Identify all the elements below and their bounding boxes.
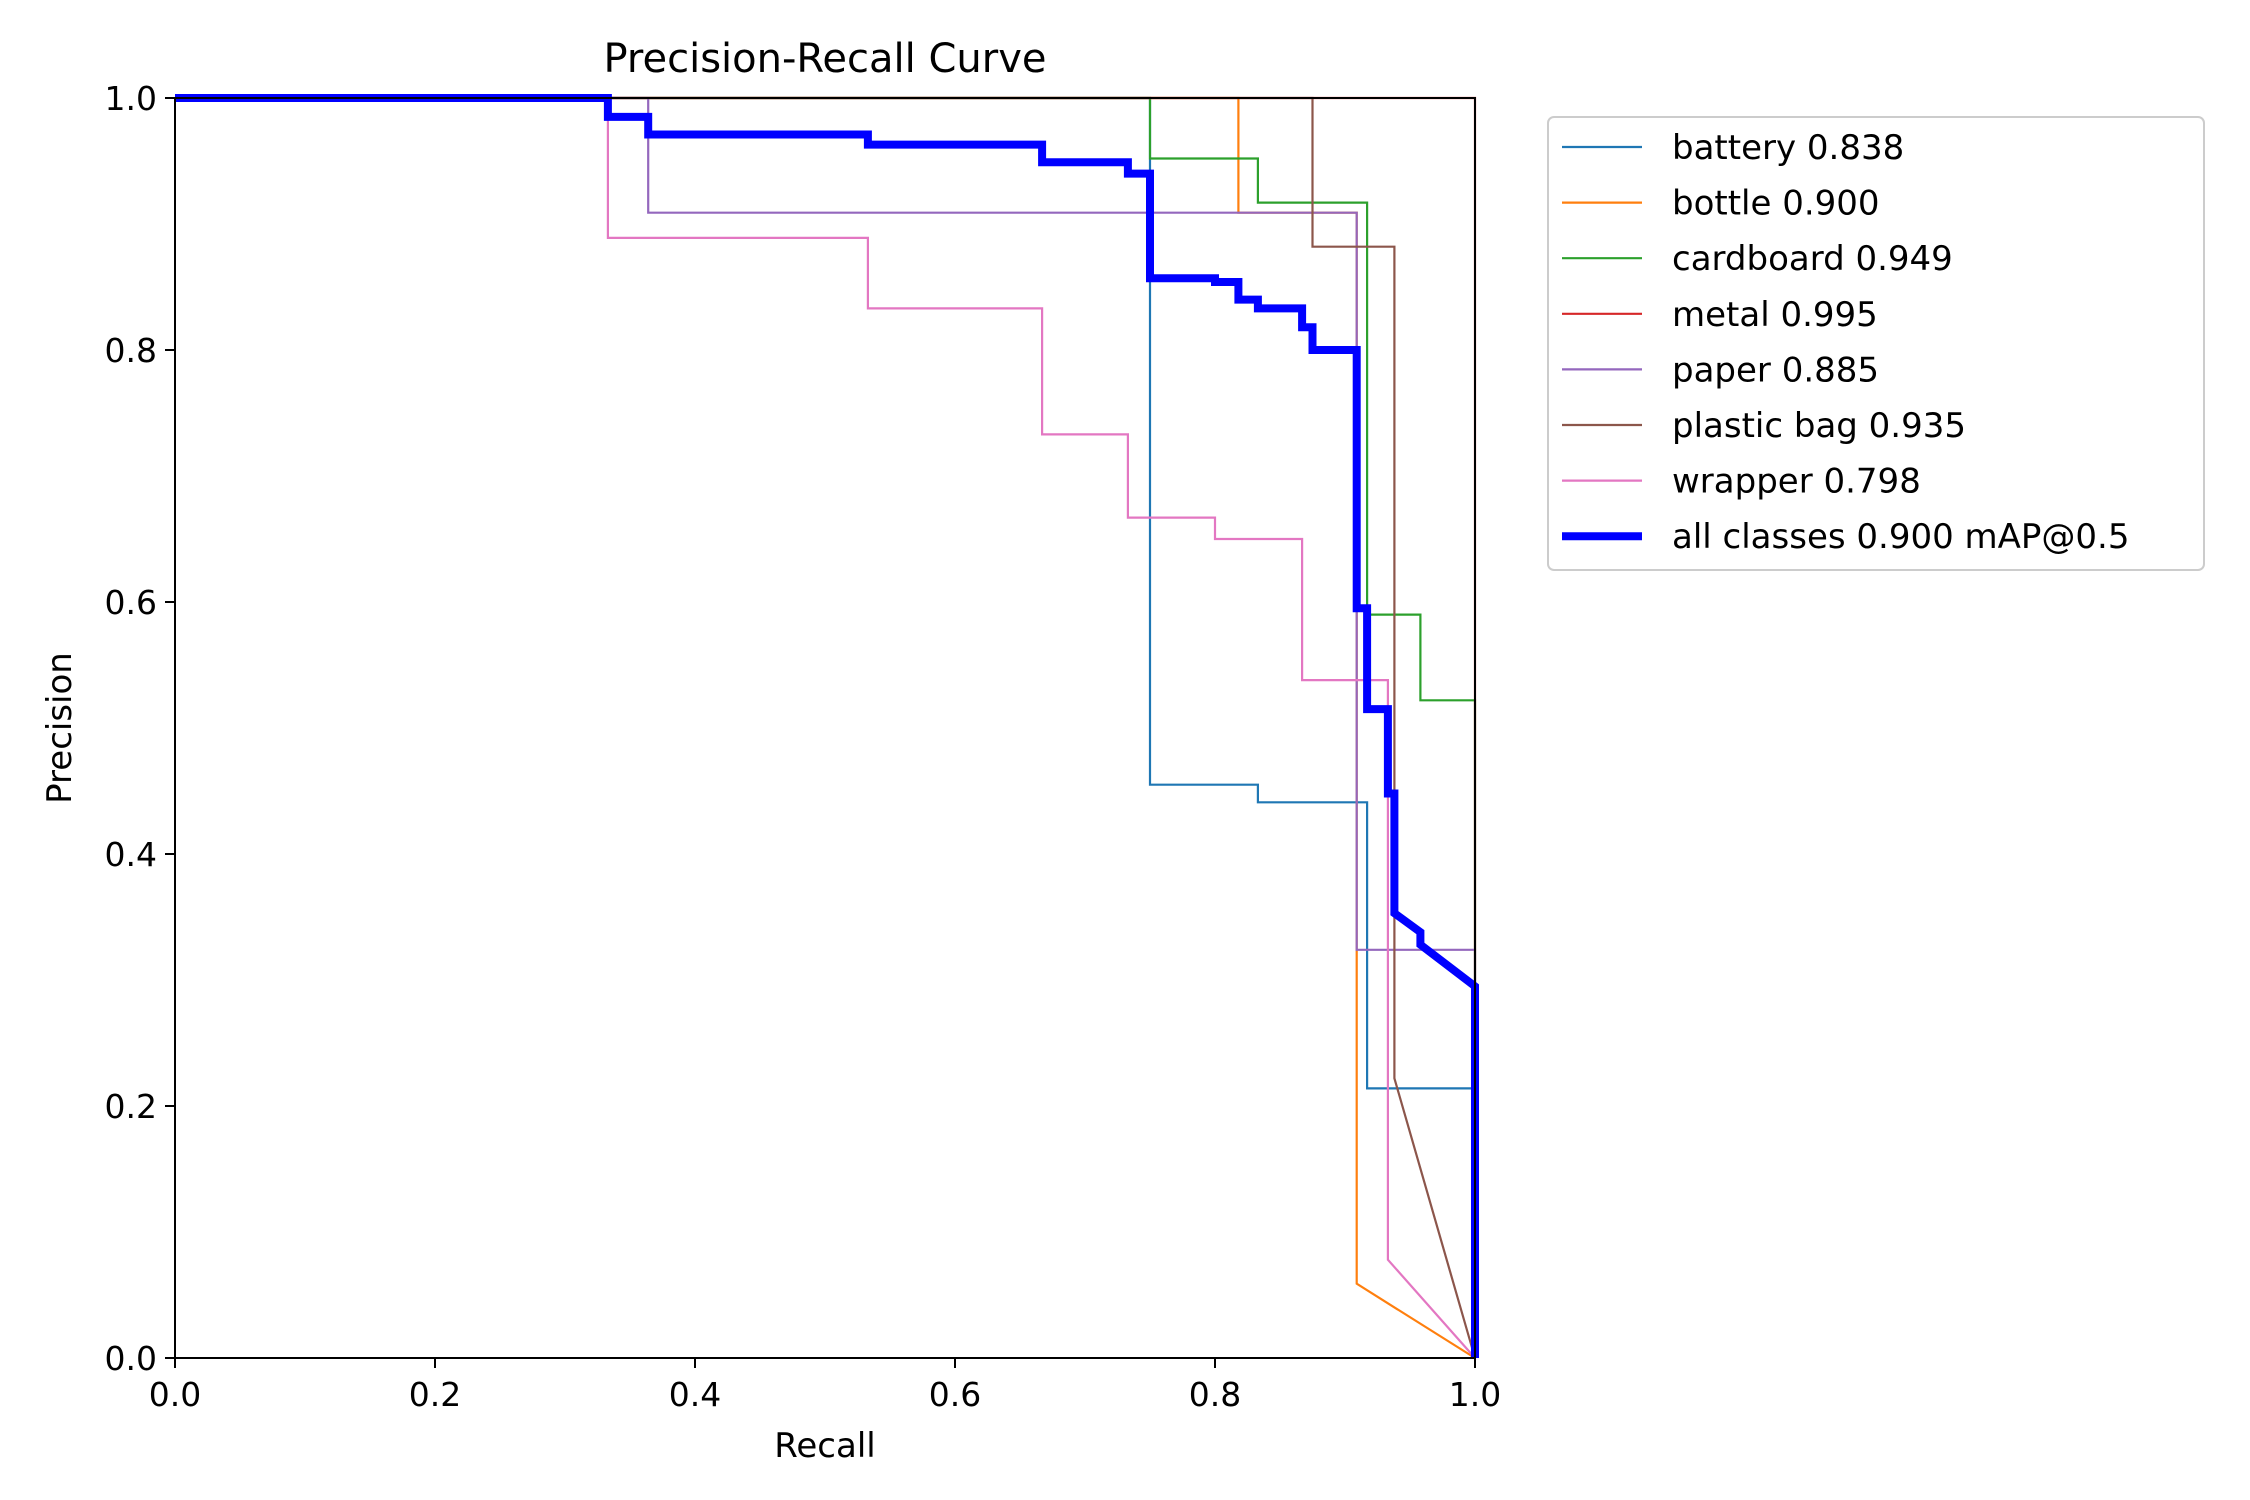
series-line-all-classes-0-900-map-0-5 — [175, 94, 1479, 1358]
series-line-bottle-0-900 — [175, 96, 1476, 1359]
y-tick-label: 0.0 — [105, 1339, 157, 1378]
legend-label-bottle-0-900: bottle 0.900 — [1672, 184, 1880, 224]
plot-lines — [175, 94, 1479, 1359]
legend-label-paper-0-885: paper 0.885 — [1672, 350, 1879, 390]
x-tick-label: 0.4 — [669, 1375, 721, 1414]
x-tick-label: 0.8 — [1189, 1375, 1241, 1414]
series-line-battery-0-838 — [175, 96, 1477, 1358]
series-line-cardboard-0-949 — [175, 96, 1477, 1358]
y-tick-label: 0.8 — [105, 331, 157, 370]
y-tick-label: 0.4 — [105, 835, 157, 874]
legend-items: battery 0.838 bottle 0.900 cardboard 0.949… — [1562, 128, 2129, 557]
legend-label-all-classes-0-900-map-0-5: all classes 0.900 mAP@0.5 — [1672, 517, 2129, 557]
legend: battery 0.838 bottle 0.900 cardboard 0.949… — [1547, 116, 2205, 571]
legend-label-plastic-bag-0-935: plastic bag 0.935 — [1672, 406, 1966, 446]
series-line-paper-0-885 — [175, 96, 1477, 1358]
y-axis-label: Precision — [40, 652, 80, 804]
x-tick-label: 1.0 — [1449, 1375, 1501, 1414]
legend-label-cardboard-0-949: cardboard 0.949 — [1672, 239, 1953, 279]
chart-title: Precision-Recall Curve — [604, 36, 1047, 82]
plot-frame — [174, 97, 1476, 1359]
series-line-metal-0-995 — [175, 96, 1477, 1358]
x-tick-label: 0.0 — [149, 1375, 201, 1414]
x-axis: 0.0 0.2 0.4 0.6 0.8 1.0 — [149, 1358, 1501, 1414]
legend-label-metal-0-995: metal 0.995 — [1672, 295, 1878, 335]
x-tick-label: 0.2 — [409, 1375, 461, 1414]
series-line-wrapper-0-798 — [175, 96, 1476, 1359]
series-line-plastic-bag-0-935 — [175, 96, 1477, 1359]
y-axis: 0.0 0.2 0.4 0.6 0.8 1.0 — [105, 79, 175, 1378]
y-tick-label: 0.2 — [105, 1087, 157, 1126]
y-tick-label: 0.6 — [105, 583, 157, 622]
legend-label-battery-0-838: battery 0.838 — [1672, 128, 1904, 168]
legend-box — [1547, 116, 2205, 571]
x-axis-label: Recall — [774, 1426, 875, 1466]
legend-label-wrapper-0-798: wrapper 0.798 — [1672, 462, 1921, 502]
x-tick-label: 0.6 — [929, 1375, 981, 1414]
y-tick-label: 1.0 — [105, 79, 157, 118]
